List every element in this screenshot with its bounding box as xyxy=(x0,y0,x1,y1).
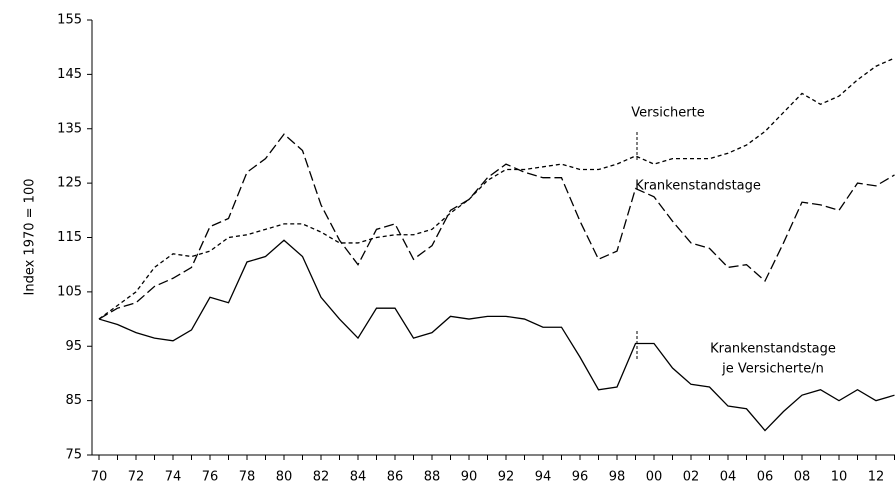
y-tick-label: 145 xyxy=(57,67,82,82)
x-tick-label: 02 xyxy=(683,470,700,485)
annotation: Krankenstandstage xyxy=(710,342,836,357)
x-tick-label: 92 xyxy=(498,470,515,485)
x-tick-label: 04 xyxy=(720,470,737,485)
series-line xyxy=(98,133,895,320)
x-tick-label: 72 xyxy=(128,470,145,485)
x-tick-label: 80 xyxy=(276,470,293,485)
x-tick-label: 96 xyxy=(572,470,589,485)
x-tick-label: 08 xyxy=(794,470,811,485)
x-tick-label: 86 xyxy=(387,470,404,485)
y-tick-label: 135 xyxy=(57,121,82,136)
y-tick-label: 95 xyxy=(65,339,82,354)
x-tick-label: 84 xyxy=(350,470,367,485)
x-tick-label: 94 xyxy=(535,470,552,485)
y-tick-label: 115 xyxy=(57,230,82,245)
y-tick-label: 155 xyxy=(57,13,82,28)
annotation: Krankenstandstage xyxy=(635,179,761,194)
x-tick-label: 06 xyxy=(757,470,774,485)
series-line xyxy=(98,239,895,432)
x-tick-label: 12 xyxy=(868,470,885,485)
x-tick-label: 90 xyxy=(461,470,478,485)
x-tick-label: 70 xyxy=(91,470,108,485)
x-tick-label: 98 xyxy=(609,470,626,485)
y-tick-label: 125 xyxy=(57,176,82,191)
series-line xyxy=(98,57,895,320)
y-tick-label: 105 xyxy=(57,284,82,299)
x-tick-label: 82 xyxy=(313,470,330,485)
x-tick-label: 88 xyxy=(424,470,441,485)
x-tick-label: 00 xyxy=(646,470,663,485)
y-tick-label: 85 xyxy=(65,393,82,408)
annotation: Versicherte xyxy=(631,106,704,121)
y-tick-label: 75 xyxy=(65,448,82,463)
x-tick-label: 10 xyxy=(831,470,848,485)
x-tick-label: 76 xyxy=(202,470,219,485)
x-tick-label: 74 xyxy=(165,470,182,485)
annotation: je Versicherte/n xyxy=(721,362,824,377)
y-axis-label: Index 1970 = 100 xyxy=(23,179,38,296)
x-tick-label: 78 xyxy=(239,470,256,485)
